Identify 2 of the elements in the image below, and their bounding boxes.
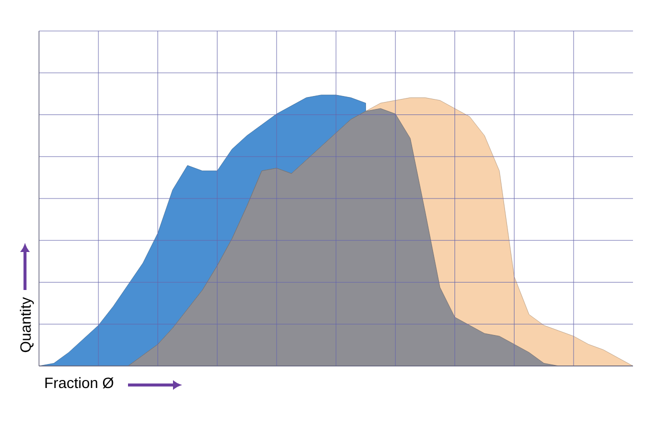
y-axis-title: Quantity [20,297,34,352]
x-axis-title: Fraction Ø [45,377,114,388]
